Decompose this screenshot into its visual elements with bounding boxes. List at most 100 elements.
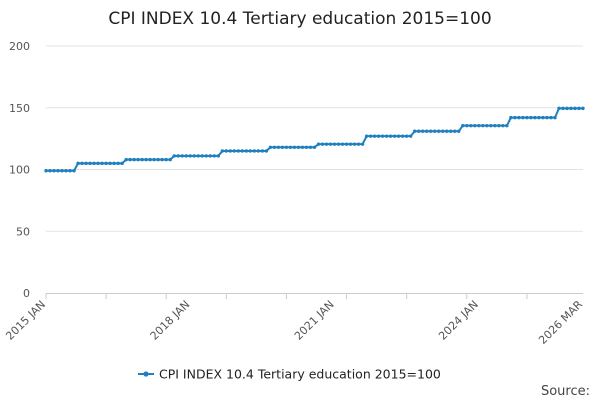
data-point[interactable] [344, 142, 349, 146]
data-point[interactable] [204, 154, 208, 158]
data-point[interactable] [152, 157, 156, 162]
data-point[interactable] [100, 161, 104, 166]
data-point[interactable] [469, 123, 473, 128]
data-point[interactable] [537, 115, 541, 120]
data-point[interactable] [388, 134, 393, 138]
data-point[interactable] [581, 106, 585, 111]
data-point[interactable] [521, 115, 525, 120]
data-point[interactable] [412, 129, 417, 133]
data-point[interactable] [525, 115, 529, 120]
data-point[interactable] [529, 115, 533, 120]
data-point[interactable] [220, 149, 225, 153]
data-point[interactable] [292, 145, 297, 149]
data-point[interactable] [172, 154, 176, 158]
data-point[interactable] [60, 169, 64, 173]
data-point[interactable] [156, 157, 160, 162]
data-point[interactable] [348, 142, 353, 146]
data-point[interactable] [176, 154, 180, 158]
data-point[interactable] [485, 123, 489, 128]
data-point[interactable] [565, 106, 569, 111]
data-point[interactable] [252, 149, 257, 153]
data-point[interactable] [477, 123, 481, 128]
data-point[interactable] [316, 142, 321, 146]
data-point[interactable] [80, 161, 84, 166]
data-point[interactable] [336, 142, 341, 146]
data-point[interactable] [517, 115, 521, 120]
data-point[interactable] [244, 149, 249, 153]
data-point[interactable] [561, 106, 565, 111]
data-point[interactable] [168, 157, 172, 162]
data-point[interactable] [120, 161, 124, 166]
data-point[interactable] [104, 161, 108, 166]
data-point[interactable] [136, 157, 140, 162]
data-point[interactable] [96, 161, 100, 166]
data-point[interactable] [340, 142, 345, 146]
data-point[interactable] [300, 145, 305, 149]
data-point[interactable] [124, 157, 128, 162]
data-point[interactable] [76, 161, 80, 166]
data-point[interactable] [108, 161, 112, 166]
data-point[interactable] [116, 161, 120, 166]
data-point[interactable] [372, 134, 377, 138]
data-point[interactable] [332, 142, 337, 146]
data-point[interactable] [236, 149, 241, 153]
data-point[interactable] [44, 169, 48, 173]
data-point[interactable] [425, 129, 429, 133]
data-point[interactable] [577, 106, 581, 111]
data-point[interactable] [352, 142, 357, 146]
data-point[interactable] [473, 123, 477, 128]
data-point[interactable] [384, 134, 389, 138]
data-point[interactable] [216, 154, 221, 158]
data-point[interactable] [84, 161, 88, 166]
data-point[interactable] [481, 123, 485, 128]
data-point[interactable] [308, 145, 313, 149]
data-point[interactable] [356, 142, 361, 146]
data-point[interactable] [489, 123, 493, 128]
data-point[interactable] [505, 123, 509, 128]
data-point[interactable] [260, 149, 265, 153]
data-point[interactable] [437, 129, 441, 133]
data-point[interactable] [132, 157, 136, 162]
data-point[interactable] [421, 129, 425, 133]
data-point[interactable] [272, 145, 277, 149]
data-point[interactable] [224, 149, 229, 153]
data-point[interactable] [192, 154, 196, 158]
data-point[interactable] [68, 169, 72, 173]
data-point[interactable] [465, 123, 469, 128]
data-point[interactable] [360, 142, 365, 146]
data-point[interactable] [200, 154, 204, 158]
data-point[interactable] [212, 154, 217, 158]
data-point[interactable] [433, 129, 437, 133]
data-point[interactable] [429, 129, 433, 133]
data-point[interactable] [112, 161, 116, 166]
data-point[interactable] [320, 142, 325, 146]
data-point[interactable] [144, 157, 148, 162]
data-point[interactable] [288, 145, 293, 149]
data-point[interactable] [88, 161, 92, 166]
data-point[interactable] [56, 169, 60, 173]
data-point[interactable] [533, 115, 537, 120]
data-point[interactable] [180, 154, 184, 158]
data-point[interactable] [256, 149, 261, 153]
data-point[interactable] [276, 145, 281, 149]
data-point[interactable] [497, 123, 501, 128]
data-point[interactable] [72, 169, 76, 173]
data-point[interactable] [501, 123, 505, 128]
data-point[interactable] [64, 169, 68, 173]
data-point[interactable] [140, 157, 144, 162]
data-point[interactable] [549, 115, 553, 120]
data-point[interactable] [128, 157, 132, 162]
data-point[interactable] [376, 134, 381, 138]
data-point[interactable] [284, 145, 289, 149]
data-point[interactable] [296, 145, 301, 149]
data-point[interactable] [368, 134, 373, 138]
data-point[interactable] [164, 157, 168, 162]
data-point[interactable] [196, 154, 200, 158]
data-point[interactable] [248, 149, 253, 153]
data-point[interactable] [541, 115, 545, 120]
data-point[interactable] [280, 145, 285, 149]
data-point[interactable] [553, 115, 557, 120]
data-point[interactable] [264, 149, 269, 153]
data-point[interactable] [461, 123, 465, 128]
data-point[interactable] [445, 129, 449, 133]
